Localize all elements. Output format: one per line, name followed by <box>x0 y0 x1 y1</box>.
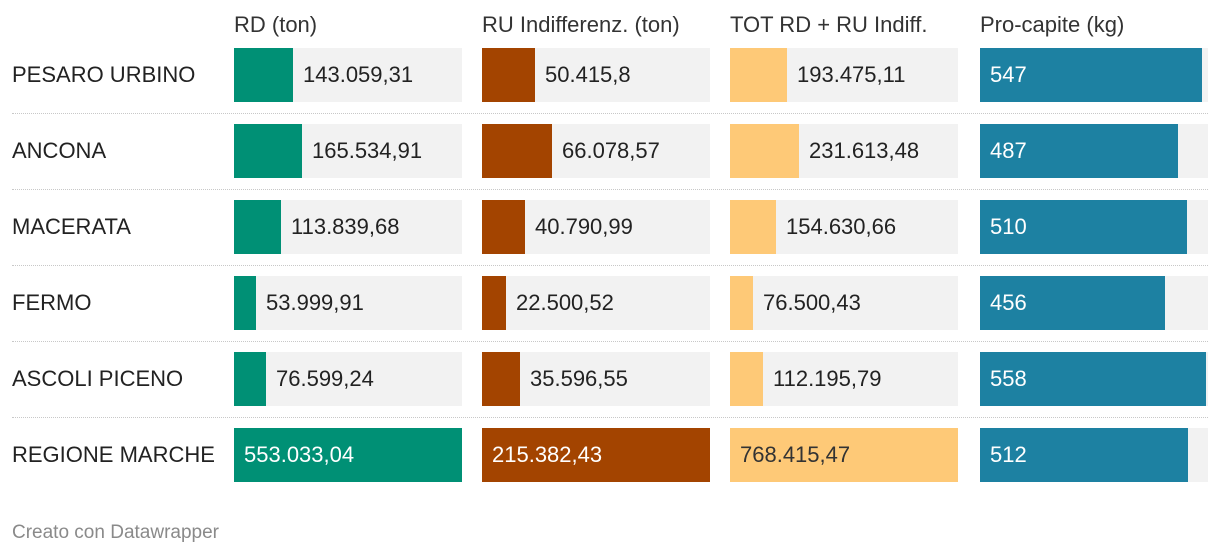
bar-rd <box>234 48 293 102</box>
bar-rd <box>234 276 256 330</box>
value-label-pc: 510 <box>990 214 1027 239</box>
row-divider <box>12 113 1208 114</box>
value-label-rd: 553.033,04 <box>244 442 355 467</box>
table-cell-tot: 112.195,79 <box>730 352 958 406</box>
value-label-tot: 231.613,48 <box>809 138 920 163</box>
bar-ru <box>482 428 710 482</box>
value-label-pc: 558 <box>990 366 1027 391</box>
table-cell-rd: 143.059,31 <box>234 48 462 102</box>
table-cell-ru: 35.596,55 <box>482 352 710 406</box>
bar-rd <box>234 428 462 482</box>
value-label-pc: 547 <box>990 62 1027 87</box>
bar-ru <box>482 200 525 254</box>
bar-pc <box>980 276 1165 330</box>
row-label: FERMO <box>12 290 92 315</box>
table-cell-ru: 215.382,43 <box>482 428 710 482</box>
table-cell-ru: 40.790,99 <box>482 200 710 254</box>
bar-rd <box>234 124 302 178</box>
bar-tot <box>730 48 787 102</box>
table-cell-ru: 50.415,8 <box>482 48 710 102</box>
bar-tot <box>730 352 763 406</box>
table-cell-rd: 113.839,68 <box>234 200 462 254</box>
bar-tot <box>730 276 753 330</box>
value-label-tot: 112.195,79 <box>773 366 882 391</box>
row-divider <box>12 189 1208 190</box>
value-label-rd: 53.999,91 <box>266 290 364 315</box>
value-label-rd: 143.059,31 <box>303 62 414 87</box>
value-label-ru: 35.596,55 <box>530 366 628 391</box>
bar-ru <box>482 48 535 102</box>
table-cell-tot: 768.415,47 <box>730 428 958 482</box>
column-header-pc: Pro-capite (kg) <box>980 12 1125 37</box>
value-label-ru: 22.500,52 <box>516 290 614 315</box>
value-label-tot: 193.475,11 <box>797 62 906 87</box>
row-label: PESARO URBINO <box>12 62 196 87</box>
table-cell-pc: 456 <box>980 276 1208 330</box>
table-cell-pc: 558 <box>980 352 1208 406</box>
bar-ru <box>482 352 520 406</box>
value-label-tot: 76.500,43 <box>763 290 861 315</box>
value-label-rd: 113.839,68 <box>291 214 400 239</box>
bar-tot <box>730 124 799 178</box>
table-cell-tot: 154.630,66 <box>730 200 958 254</box>
bar-tot <box>730 200 776 254</box>
value-label-rd: 165.534,91 <box>312 138 423 163</box>
bar-pc <box>980 352 1206 406</box>
row-label: ANCONA <box>12 138 107 163</box>
table-cell-pc: 512 <box>980 428 1208 482</box>
bar-ru <box>482 276 506 330</box>
value-label-ru: 40.790,99 <box>535 214 633 239</box>
table-cell-ru: 66.078,57 <box>482 124 710 178</box>
value-label-pc: 487 <box>990 138 1027 163</box>
column-header-ru: RU Indifferenz. (ton) <box>482 12 680 37</box>
column-header-tot: TOT RD + RU Indiff. <box>730 12 928 37</box>
value-label-pc: 512 <box>990 442 1027 467</box>
value-label-tot: 154.630,66 <box>786 214 897 239</box>
table-cell-tot: 76.500,43 <box>730 276 958 330</box>
table-cell-ru: 22.500,52 <box>482 276 710 330</box>
bar-pc <box>980 200 1187 254</box>
value-label-rd: 76.599,24 <box>276 366 374 391</box>
bar-pc <box>980 428 1188 482</box>
bar-rd <box>234 352 266 406</box>
table-cell-pc: 547 <box>980 48 1208 102</box>
table-cell-pc: 510 <box>980 200 1208 254</box>
row-label: MACERATA <box>12 214 131 239</box>
table-cell-rd: 553.033,04 <box>234 428 462 482</box>
row-divider <box>12 265 1208 266</box>
bar-pc <box>980 48 1202 102</box>
row-divider <box>12 341 1208 342</box>
table-cell-rd: 76.599,24 <box>234 352 462 406</box>
value-label-tot: 768.415,47 <box>740 442 851 467</box>
table-cell-rd: 53.999,91 <box>234 276 462 330</box>
row-label: ASCOLI PICENO <box>12 366 184 391</box>
table-cell-rd: 165.534,91 <box>234 124 462 178</box>
value-label-pc: 456 <box>990 290 1027 315</box>
bar-ru <box>482 124 552 178</box>
table-cell-tot: 231.613,48 <box>730 124 958 178</box>
value-label-ru: 215.382,43 <box>492 442 603 467</box>
bar-tot <box>730 428 958 482</box>
table-cell-pc: 487 <box>980 124 1208 178</box>
bar-rd <box>234 200 281 254</box>
value-label-ru: 66.078,57 <box>562 138 660 163</box>
table-cell-tot: 193.475,11 <box>730 48 958 102</box>
row-label: REGIONE MARCHE <box>12 442 215 467</box>
bar-pc <box>980 124 1178 178</box>
column-header-rd: RD (ton) <box>234 12 318 37</box>
footer-credit: Creato con Datawrapper <box>12 522 219 543</box>
row-divider <box>12 417 1208 418</box>
value-label-ru: 50.415,8 <box>545 62 631 87</box>
